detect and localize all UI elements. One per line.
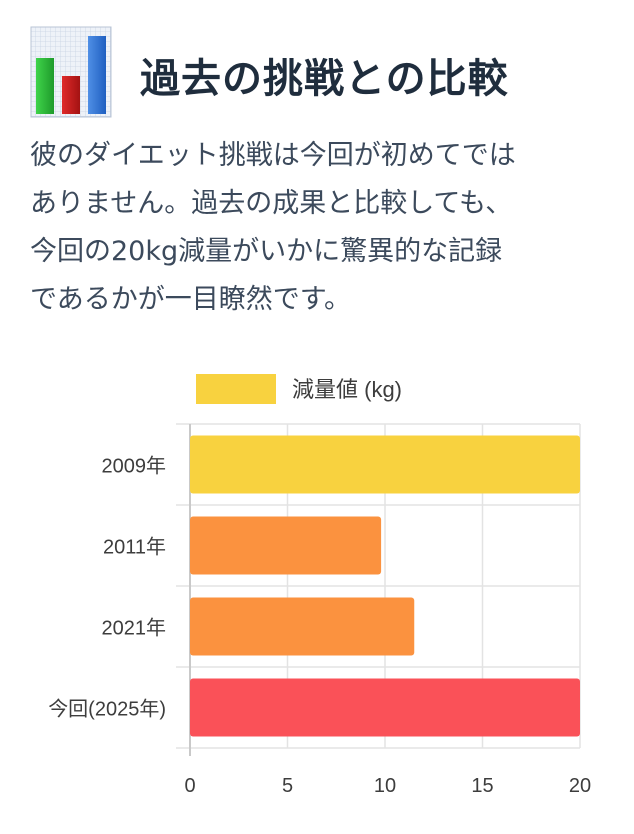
bar [190, 516, 382, 575]
legend-swatch [196, 374, 276, 404]
header: 過去の挑戦との比較 [30, 26, 620, 122]
bar [190, 678, 580, 737]
x-tick-label: 15 [471, 775, 493, 797]
intro-text: 彼のダイエット挑戦は今回が初めてでは ありません。過去の成果と比較しても、 今回… [30, 140, 516, 315]
x-tick-label: 20 [569, 775, 591, 797]
y-tick-label: 2009年 [102, 455, 167, 478]
x-tick-label: 0 [184, 775, 195, 797]
bar [190, 435, 580, 494]
bar [190, 597, 415, 656]
y-tick-label: 今回(2025年) [48, 698, 166, 721]
x-tick-label: 5 [282, 775, 293, 797]
y-tick-label: 2021年 [102, 617, 167, 640]
x-tick-label: 10 [374, 775, 396, 797]
page-title: 過去の挑戦との比較 [140, 56, 509, 102]
y-tick-label: 2011年 [103, 536, 166, 559]
legend-label: 減量値 (kg) [292, 377, 402, 402]
bar-chart-icon [30, 26, 112, 118]
